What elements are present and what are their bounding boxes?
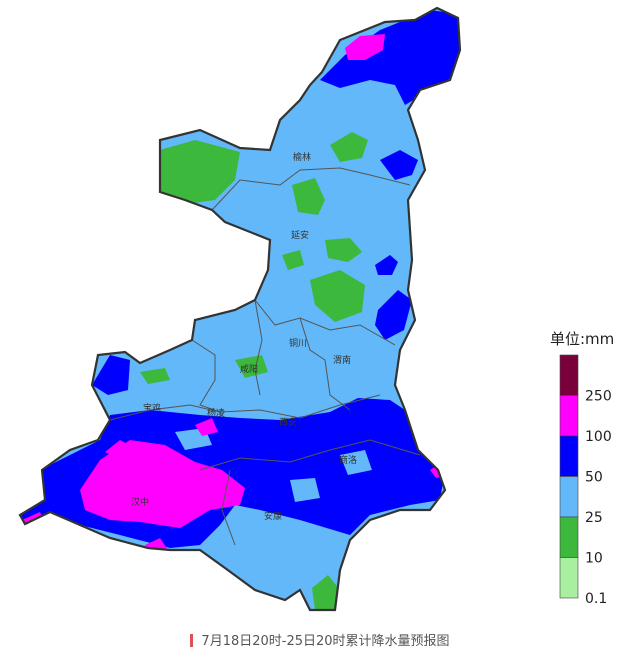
legend-swatch <box>559 435 579 477</box>
rain-areas <box>20 10 460 610</box>
caption-text: 7月18日20时-25日20时累计降水量预报图 <box>201 634 450 649</box>
city-label-ankang: 安康 <box>264 510 282 522</box>
city-label-baoji: 宝鸡 <box>143 402 161 414</box>
map-caption: 7月18日20时-25日20时累计降水量预报图 <box>0 630 640 649</box>
rain-area-10-n <box>330 132 368 162</box>
city-labels: 榆林 延安 铜川 渭南 咸阳 宝鸡 杨凌 西安 商洛 汉中 安康 <box>131 151 357 522</box>
legend-ticks: 250 100 50 25 10 0.1 <box>585 389 612 608</box>
rain-area-10-south <box>312 575 340 610</box>
city-label-hanzhong: 汉中 <box>131 496 149 508</box>
legend-tick-label: 25 <box>585 510 603 526</box>
legend-swatch <box>559 395 579 437</box>
legend-tick-label: 10 <box>585 551 603 567</box>
rain-gap-south3 <box>290 478 320 502</box>
city-boundaries <box>109 167 421 546</box>
rain-area-50-east1 <box>375 255 398 275</box>
rain-area-50-east2 <box>375 290 412 340</box>
rain-area-10-c3 <box>310 270 365 322</box>
city-label-xian: 西安 <box>279 416 297 428</box>
legend: 单位:mm 250 100 50 25 10 0.1 <box>550 330 614 607</box>
rain-area-10-nw <box>160 140 240 205</box>
rain-area-10-w1 <box>140 368 170 384</box>
city-label-shangluo: 商洛 <box>339 454 357 466</box>
legend-tick-label: 50 <box>585 470 603 486</box>
rain-area-100-c <box>195 418 218 436</box>
legend-swatch <box>559 557 579 599</box>
rain-area-100-sw2 <box>105 440 135 462</box>
legend-swatch <box>559 476 579 518</box>
city-label-weinan: 渭南 <box>333 354 351 366</box>
legend-swatch <box>559 516 579 558</box>
rain-gap-south2 <box>340 450 372 475</box>
rain-area-100-sw <box>80 440 245 528</box>
rain-area-50-north <box>320 10 460 105</box>
legend-tick-label: 250 <box>585 389 612 405</box>
rain-area-100-north <box>345 34 385 60</box>
city-label-yulin: 榆林 <box>293 151 311 163</box>
rain-area-10-c4 <box>282 250 304 270</box>
city-label-tongchuan: 铜川 <box>289 337 307 349</box>
rain-area-50-ne <box>380 150 418 180</box>
rain-area-10-c2 <box>325 238 362 262</box>
rain-area-10-w2 <box>235 355 268 378</box>
legend-unit: 单位:mm <box>550 330 614 348</box>
city-label-yanan: 延安 <box>291 229 309 241</box>
rain-area-50-west <box>92 355 130 395</box>
caption-marker <box>190 634 194 647</box>
legend-tick-label: 0.1 <box>585 591 607 607</box>
legend-tick-label: 100 <box>585 429 612 445</box>
rain-gap-south4 <box>210 540 255 572</box>
legend-swatch <box>559 354 579 396</box>
rain-area-10-c1 <box>292 178 325 215</box>
city-label-yangling: 杨凌 <box>207 407 225 419</box>
legend-colorbar <box>559 354 579 599</box>
city-label-xianyang: 咸阳 <box>240 363 258 375</box>
